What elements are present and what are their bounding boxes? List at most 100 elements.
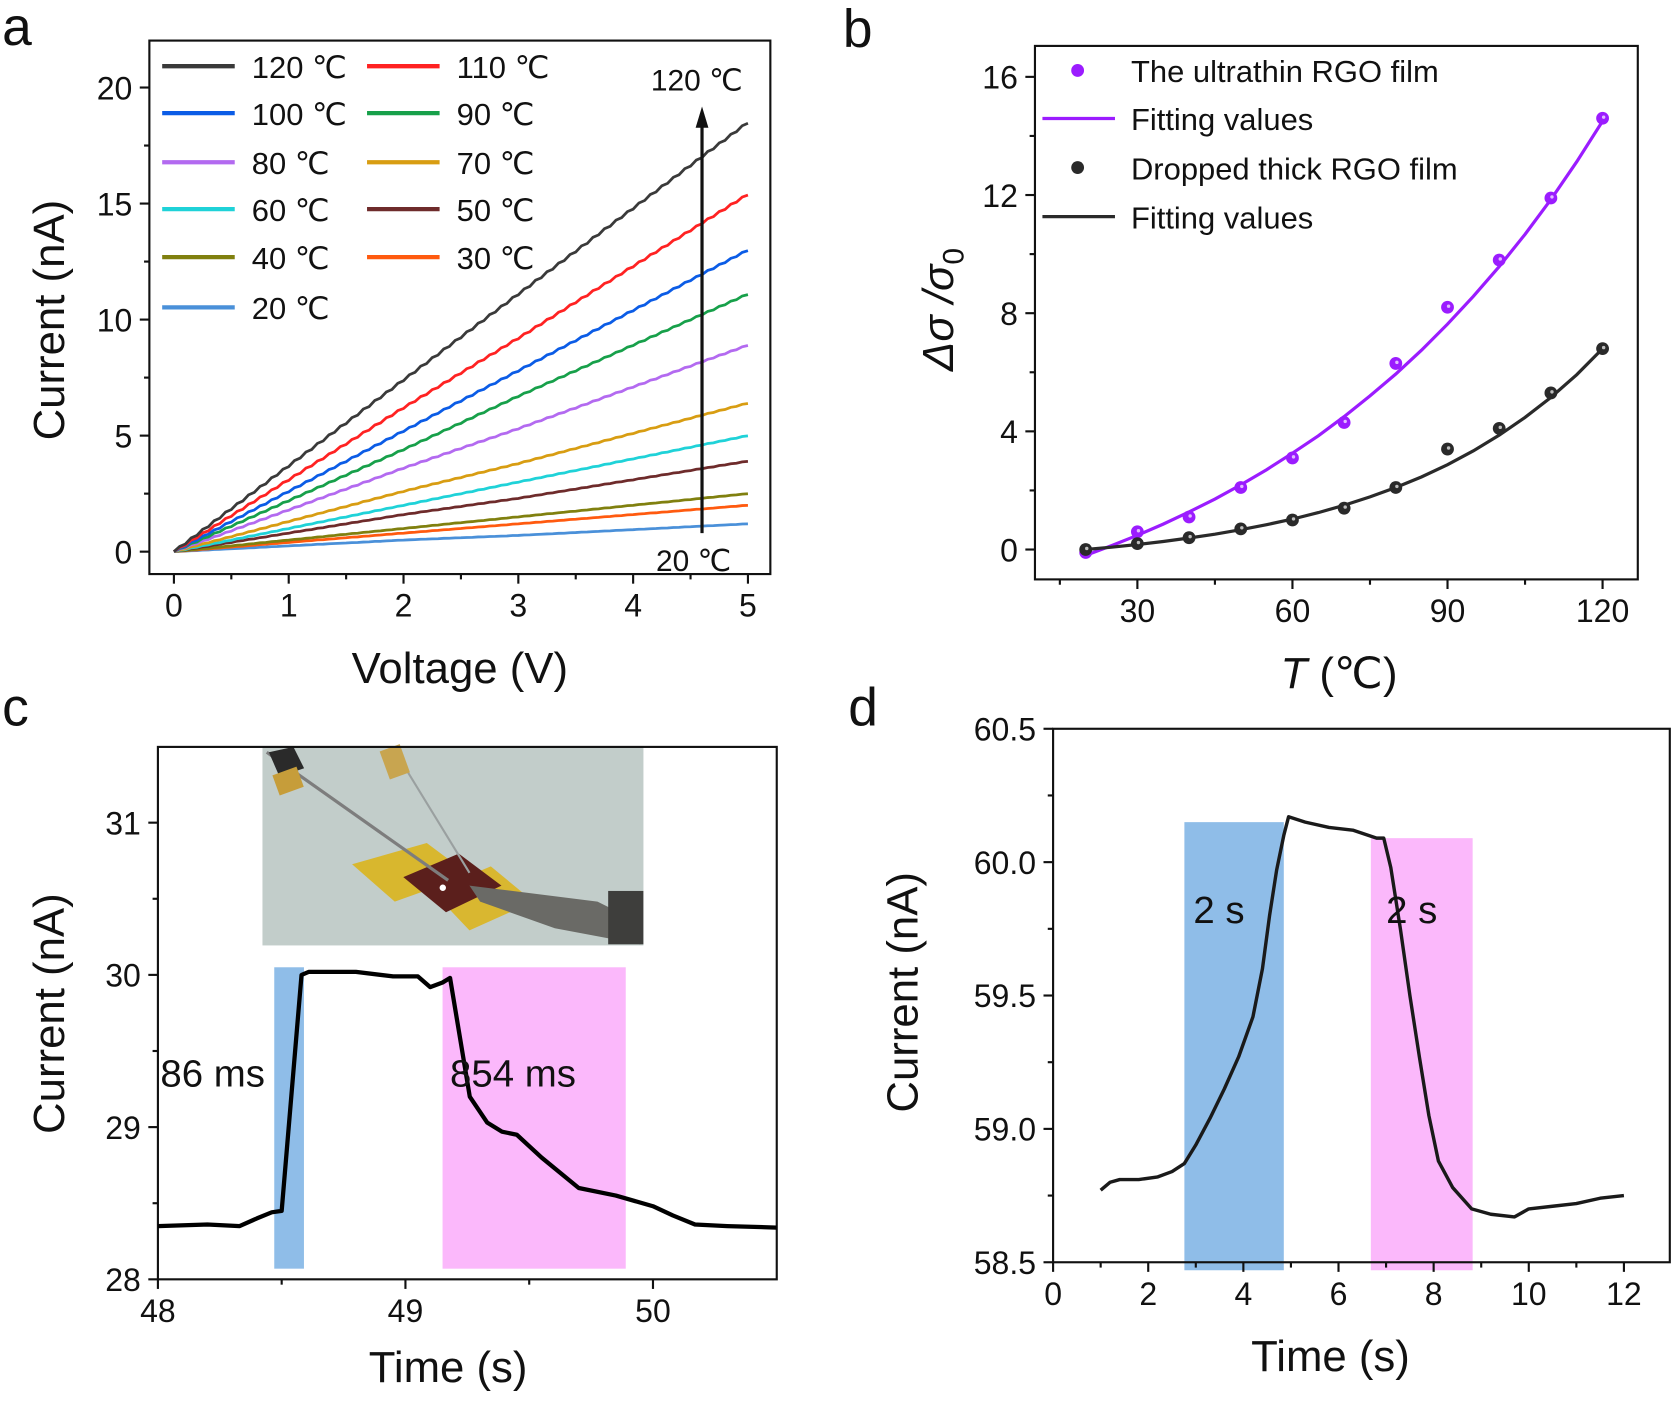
x-tick-label: 90 (1430, 593, 1466, 629)
x-tick-label: 1 (280, 588, 298, 624)
data-point-highlight (1240, 526, 1244, 530)
x-tick-label: 48 (140, 1293, 176, 1329)
shaded-region-decay (1370, 838, 1473, 1271)
series-line-90C (173, 293, 749, 553)
panel-c-fast-response: 48 49 50 28 29 30 31 86 ms 854 ms (105, 744, 778, 1329)
series-line-70C (173, 402, 749, 553)
x-tick-label: 4 (624, 588, 642, 624)
legend-label: The ultrathin RGO film (1131, 54, 1439, 89)
data-point-highlight (1498, 425, 1502, 430)
x-tick-label: 50 (635, 1293, 671, 1329)
y-tick-label: 59.0 (974, 1112, 1036, 1148)
y-tick-label: 15 (97, 186, 133, 222)
series-line-30C (173, 503, 748, 554)
y-tick-label: 8 (1000, 296, 1018, 332)
time-annotation-decay: 854 ms (450, 1053, 576, 1096)
y-tick-label: 12 (982, 178, 1018, 214)
data-point-highlight (1601, 115, 1606, 119)
x-tick-label: 8 (1425, 1276, 1443, 1312)
panel-b-conductance-vs-temperature: 30 60 90 120 0 4 8 12 16 The ultrathin RGO film Fi… (982, 44, 1639, 629)
time-annotation-decay: 2 s (1386, 889, 1437, 932)
panel-b-xlabel-var: T (1280, 649, 1310, 698)
fit-line-3 (1085, 347, 1604, 552)
y-tick-label: 30 (105, 958, 141, 994)
time-annotation-rise: 86 ms (160, 1053, 265, 1096)
y-tick-label: 58.5 (974, 1245, 1036, 1281)
arrowhead-icon (695, 106, 709, 128)
data-point-highlight (1343, 419, 1347, 424)
panel-a-iv-curves: 0 1 2 3 4 5 0 5 10 15 20 120 ℃ 110 ℃ 100 ℃ 90 ℃ 80 ℃ 70 … (97, 39, 772, 624)
data-point-highlight (1240, 484, 1244, 489)
legend-label: 60 ℃ (252, 193, 330, 228)
legend-label: 90 ℃ (457, 97, 535, 132)
inset-photo (262, 744, 644, 946)
y-tick-label: 31 (105, 805, 141, 841)
series-line-40C (173, 492, 749, 554)
data-point-highlight (1188, 534, 1192, 539)
y-tick-label: 60.0 (974, 845, 1036, 881)
x-tick-label: 120 (1576, 593, 1629, 629)
legend-label: Fitting values (1131, 102, 1313, 137)
x-tick-label: 30 (1120, 593, 1156, 629)
y-tick-label: 59.5 (974, 978, 1036, 1014)
panel-a-annotation-bottom: 20 ℃ (656, 545, 731, 578)
x-tick-label: 4 (1234, 1276, 1252, 1312)
legend-label: Dropped thick RGO film (1131, 151, 1458, 186)
legend-marker (1071, 64, 1085, 77)
data-point-highlight (1550, 195, 1554, 199)
x-tick-label: 5 (739, 588, 757, 624)
legend-label: 110 ℃ (457, 50, 550, 85)
panel-a-ylabel: Current (nA) (25, 200, 74, 441)
response-curve (1099, 815, 1625, 1219)
legend-label: 70 ℃ (457, 146, 535, 181)
series-line-120C (172, 121, 749, 553)
y-tick-label: 10 (97, 302, 133, 338)
legend-label: Fitting values (1131, 200, 1313, 235)
x-tick-label: 6 (1330, 1276, 1348, 1312)
legend-label: 40 ℃ (252, 241, 330, 276)
data-point-highlight (1446, 446, 1451, 450)
series-line-20C (173, 522, 748, 554)
data-point-highlight (1085, 546, 1089, 551)
series-line-50C (173, 460, 749, 554)
data-point-highlight (1291, 517, 1296, 521)
panel-letter-b: b (843, 0, 873, 59)
x-tick-label: 2 (395, 588, 413, 624)
panel-letter-a: a (2, 0, 32, 57)
data-point-highlight (1291, 455, 1296, 459)
panel-b-ylabel: Δσ /σ0 (914, 248, 971, 372)
x-tick-label: 3 (509, 588, 527, 624)
legend-label: 120 ℃ (252, 50, 347, 85)
x-tick-label: 49 (388, 1293, 424, 1329)
legend-label: 100 ℃ (252, 97, 347, 132)
x-tick-label: 2 (1139, 1276, 1157, 1312)
legend-marker (1071, 161, 1085, 174)
panel-d-xlabel: Time (s) (1251, 1332, 1410, 1381)
panel-b-ylabel-sub: 0 (937, 248, 970, 265)
panel-a-annotation-top: 120 ℃ (651, 65, 743, 98)
panel-c-frame (156, 745, 778, 1281)
data-point-highlight (1446, 304, 1451, 308)
data-point-highlight (1601, 345, 1606, 350)
data-point-highlight (1343, 505, 1347, 509)
x-tick-label: 10 (1511, 1276, 1547, 1312)
series-line-110C (173, 193, 749, 553)
data-point-highlight (1550, 390, 1554, 394)
x-tick-label: 12 (1606, 1276, 1642, 1312)
panel-letter-c: c (2, 679, 29, 738)
shaded-region-rise (1184, 822, 1284, 1271)
legend-label: 50 ℃ (457, 193, 535, 228)
legend-label: 20 ℃ (252, 291, 330, 326)
series-line-80C (173, 344, 749, 553)
panel-d-slow-response: 0 2 4 6 8 10 12 58.5 59.0 59.5 60.0 60.5 2 s 2 s (974, 712, 1671, 1312)
response-curve (157, 969, 777, 1230)
series-line-60C (173, 434, 749, 554)
panel-a-xlabel: Voltage (V) (352, 644, 568, 693)
legend-label: 30 ℃ (457, 241, 535, 276)
y-tick-label: 29 (105, 1110, 141, 1146)
panel-b-xlabel-unit: (℃) (1307, 649, 1397, 698)
y-tick-label: 5 (115, 418, 133, 454)
panel-b-xlabel: T (℃) (1280, 649, 1397, 698)
panel-b-frame (1033, 44, 1639, 581)
